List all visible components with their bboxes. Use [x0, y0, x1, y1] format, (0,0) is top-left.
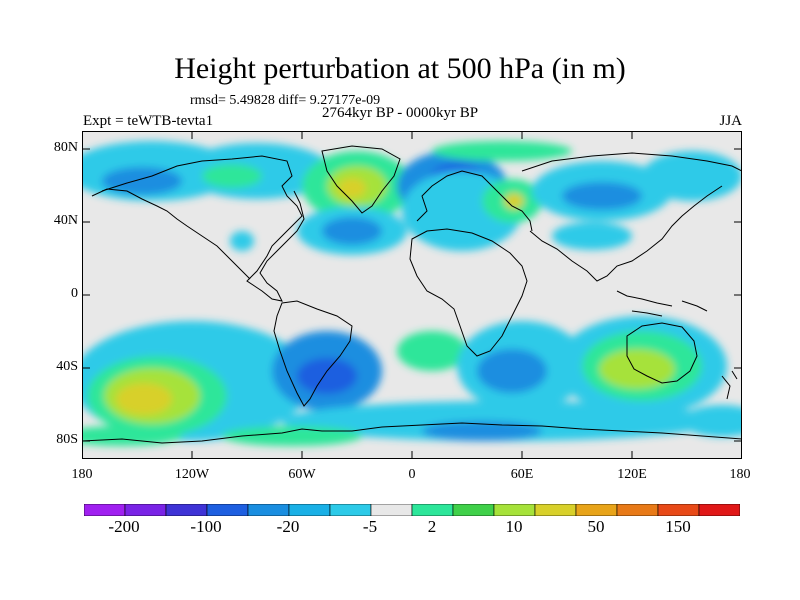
map-title: Height perturbation at 500 hPa (in m) — [174, 52, 626, 85]
colorbar-box — [452, 504, 495, 516]
coastline-indonesia — [616, 290, 708, 317]
colorbar-box — [247, 504, 290, 516]
colorbar-label-50: 50 — [587, 517, 605, 536]
coastline-australia — [626, 322, 698, 384]
coastline-africa — [409, 228, 528, 357]
colorbar-box — [616, 504, 659, 516]
field-arctic-green — [432, 141, 572, 161]
coastline-greenland — [321, 145, 401, 214]
colorbar-label-minus5: -5 — [362, 517, 378, 536]
colorbar-box — [124, 504, 167, 516]
coastline-north-america — [101, 155, 305, 302]
colorbar-label-minus200: -200 — [108, 517, 140, 536]
colorbar-box — [657, 504, 700, 516]
season-label: JJA — [719, 113, 742, 129]
field-south-america-darkblue — [297, 358, 357, 394]
colorbar-label-minus100: -100 — [190, 517, 222, 536]
x-label-0: 0 — [408, 467, 416, 482]
colorbar-box — [165, 504, 208, 516]
field-china-cyan — [552, 222, 632, 250]
colorbar-label-10: 10 — [505, 517, 523, 536]
field-antarctic-west-green — [82, 426, 182, 446]
coastline-europe — [416, 170, 533, 232]
x-label-60e: 60E — [510, 467, 534, 482]
coastline-asia — [521, 152, 742, 282]
coastline-antarctica — [82, 422, 742, 444]
x-label-180e: 180 — [729, 467, 751, 482]
field-siberia-blue — [562, 182, 642, 210]
colorbar-box — [411, 504, 454, 516]
field-indian-ocean-blue — [477, 349, 547, 393]
field-south-atlantic-green — [397, 331, 467, 371]
y-label-0: 0 — [71, 286, 78, 301]
colorbar-box — [84, 504, 126, 516]
field-eurasia-yellow — [504, 193, 524, 209]
y-label-40s: 40S — [56, 359, 78, 374]
colorbar-box — [534, 504, 577, 516]
colorbar — [84, 504, 740, 516]
field-south-pacific-yellow — [116, 383, 172, 415]
tick-marks — [82, 131, 742, 459]
y-label-80n: 80N — [53, 140, 78, 155]
colorbar-box — [370, 504, 413, 516]
field-atlantic-blue — [322, 217, 382, 245]
colorbar-box — [206, 504, 249, 516]
field-north-america-green — [202, 164, 262, 188]
coastline-new-zealand — [721, 370, 738, 400]
colorbar-box — [698, 504, 740, 516]
experiment-label: Expt = teWTB-tevta1 — [83, 113, 214, 129]
y-label-40n: 40N — [53, 213, 78, 228]
x-label-60w: 60W — [288, 467, 316, 482]
colorbar-box — [575, 504, 618, 516]
field-greenland-yellow — [338, 178, 366, 198]
field-north-pacific-blue — [102, 167, 182, 195]
field-antarctic-blue — [422, 421, 542, 441]
colorbar-box — [288, 504, 331, 516]
y-label-80s: 80S — [56, 432, 78, 447]
coastline-south-america — [273, 300, 353, 407]
period-label: 2764kyr BP - 0000kyr BP — [322, 105, 479, 121]
field-indian-ocean-east-cyan — [682, 405, 742, 437]
colorbar-box — [493, 504, 536, 516]
colorbar-label-minus20: -20 — [276, 517, 300, 536]
colorbar-label-150: 150 — [665, 517, 691, 536]
field-pacific-blob — [230, 231, 254, 251]
x-label-120w: 120W — [174, 467, 210, 482]
coastlines — [82, 145, 742, 444]
x-label-180w: 180 — [71, 467, 93, 482]
rmsd-diff-stats: rmsd= 5.49828 diff= 9.27177e-09 — [190, 93, 381, 108]
colorbar-box — [329, 504, 372, 516]
field-australia-lime — [599, 349, 675, 389]
colorbar-label-2: 2 — [427, 517, 437, 536]
x-label-120e: 120E — [617, 467, 647, 482]
coastline-alaska — [91, 188, 251, 280]
map-plot — [82, 131, 742, 459]
